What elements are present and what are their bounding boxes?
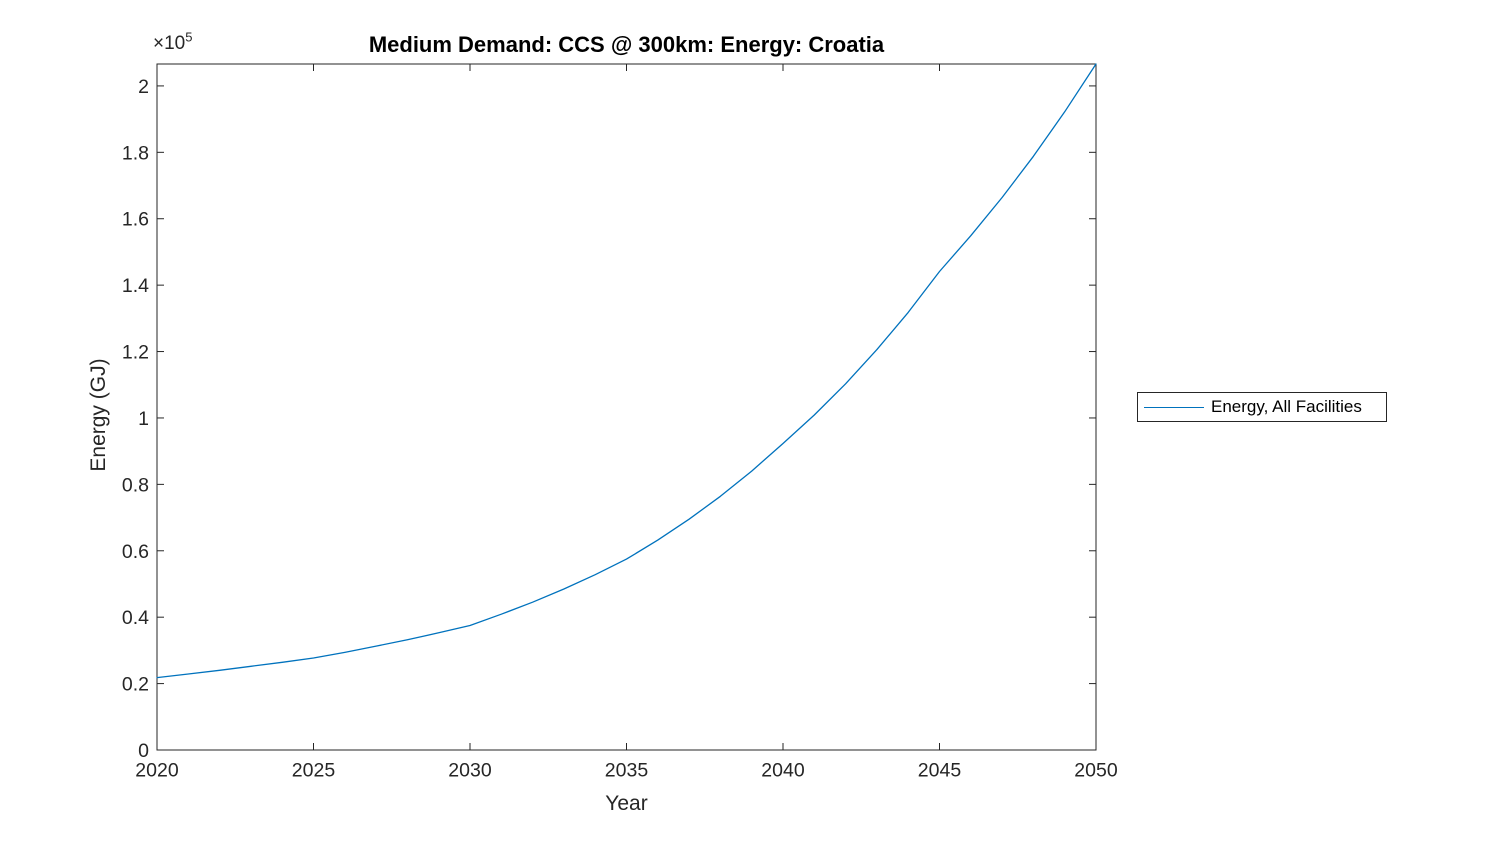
y-axis-exponent: ×105 — [153, 29, 193, 55]
y-tick-label: 1.6 — [122, 209, 149, 231]
y-tick-label: 1.4 — [122, 275, 149, 297]
series-line — [156, 63, 1097, 679]
y-tick-label: 1 — [138, 408, 149, 430]
y-tick-label: 0.8 — [122, 474, 149, 496]
y-tick-label: 1.8 — [122, 142, 149, 164]
x-axis-label: Year — [605, 792, 648, 815]
axes-box — [156, 63, 1097, 751]
y-tick-label: 1.2 — [122, 342, 149, 364]
y-tick-label: 0 — [138, 740, 149, 762]
legend-line-sample — [1144, 406, 1204, 408]
x-tick-label: 2020 — [135, 760, 179, 782]
y-tick-label: 0.4 — [122, 607, 149, 629]
y-axis-exponent-power: 5 — [185, 29, 193, 45]
legend: Energy, All Facilities — [1137, 392, 1387, 422]
x-tick-label: 2035 — [605, 760, 649, 782]
x-tick-label: 2030 — [448, 760, 492, 782]
y-tick-label: 2 — [138, 76, 149, 98]
x-tick-label: 2045 — [918, 760, 962, 782]
x-tick-label: 2050 — [1074, 760, 1118, 782]
y-axis-label: Energy (GJ) — [87, 358, 110, 472]
x-tick-label: 2025 — [292, 760, 336, 782]
legend-entry-label: Energy, All Facilities — [1211, 397, 1362, 416]
y-tick-label: 0.6 — [122, 541, 149, 563]
x-tick-label: 2040 — [761, 760, 805, 782]
chart-title: Medium Demand: CCS @ 300km: Energy: Croa… — [368, 32, 885, 57]
y-tick-label: 0.2 — [122, 674, 149, 696]
y-axis-exponent-base: ×10 — [153, 33, 186, 54]
